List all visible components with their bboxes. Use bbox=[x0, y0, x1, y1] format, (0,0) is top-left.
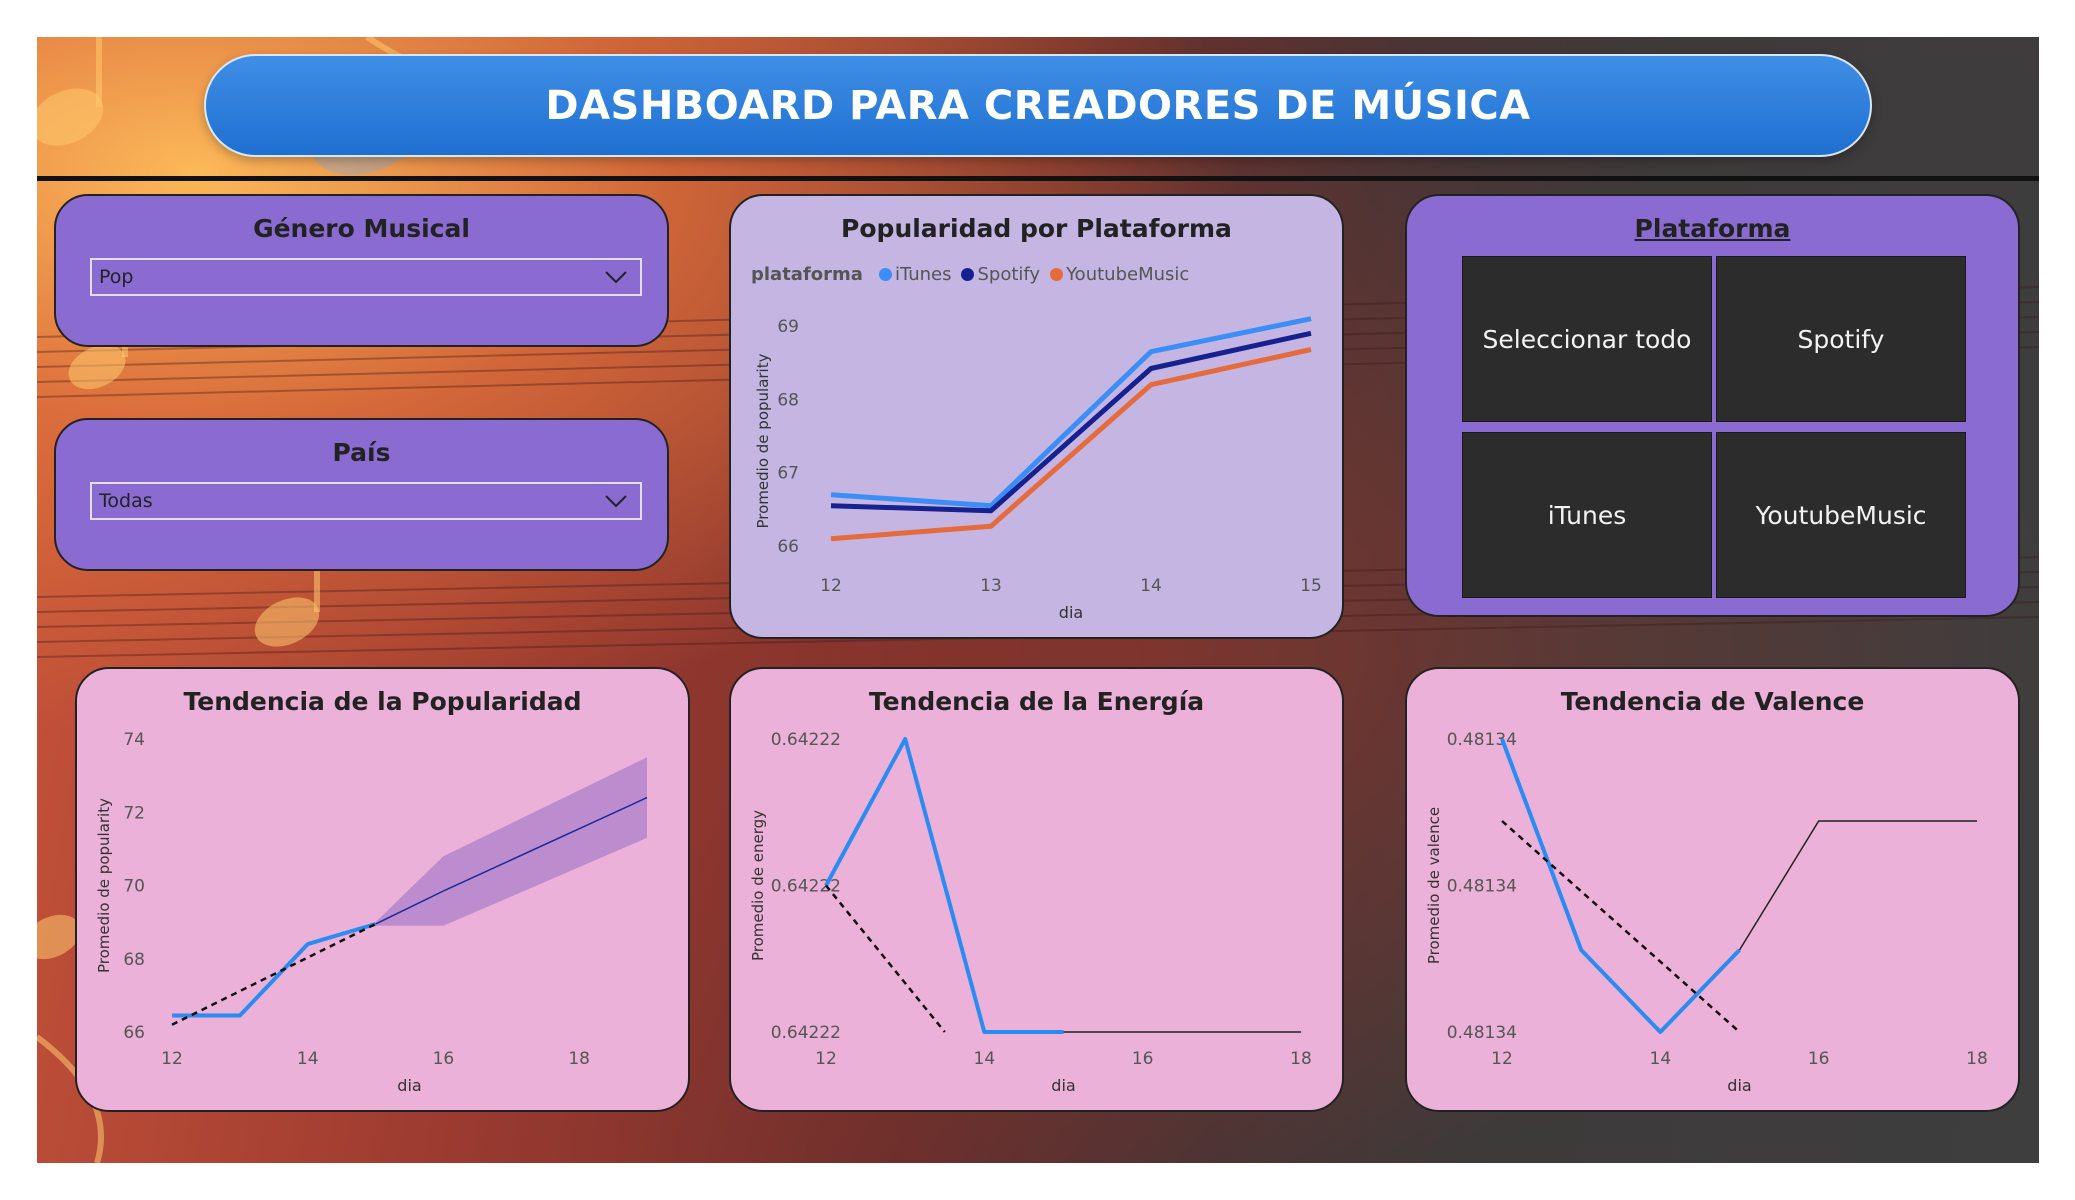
trend-line bbox=[171, 922, 377, 1026]
x-tick-label: 14 bbox=[974, 1049, 996, 1069]
platform-popularity-chart: Popularidad por Plataforma plataforma iT… bbox=[729, 194, 1344, 639]
x-tick-label: 14 bbox=[1140, 576, 1162, 596]
y-tick-label: 72 bbox=[123, 803, 145, 823]
legend-label: Spotify bbox=[977, 264, 1041, 285]
x-axis-label: dia bbox=[1727, 1076, 1751, 1095]
platform-option-spotify[interactable]: Spotify bbox=[1716, 256, 1966, 422]
platform-option-select-all[interactable]: Seleccionar todo bbox=[1462, 256, 1712, 422]
country-slicer-title: País bbox=[332, 438, 391, 467]
series-line-itunes bbox=[830, 316, 1312, 509]
x-tick-label: 15 bbox=[1300, 576, 1322, 596]
y-tick-label: 69 bbox=[777, 317, 799, 337]
legend-item-itunes[interactable]: iTunes bbox=[875, 264, 952, 285]
chart-plot-area: 0.64222 0.64222 0.64222 12 14 16 18 dia Promedio… bbox=[749, 730, 1312, 1095]
x-tick-label: 12 bbox=[820, 576, 842, 596]
platform-option-youtubemusic[interactable]: YoutubeMusic bbox=[1716, 432, 1966, 598]
x-axis-label: dia bbox=[1059, 603, 1083, 622]
energy-trend-chart: Tendencia de la Energía 0.64222 0.64222 0.… bbox=[729, 667, 1344, 1112]
x-axis-label: dia bbox=[1051, 1076, 1075, 1095]
genre-dropdown-value: Pop bbox=[99, 266, 134, 288]
legend-title: plataforma bbox=[751, 264, 863, 285]
series-line-spotify bbox=[830, 330, 1312, 514]
chevron-down-icon bbox=[605, 271, 627, 284]
legend-marker bbox=[961, 268, 975, 281]
y-axis-label: Promedio de energy bbox=[749, 810, 767, 961]
valence-trend-chart: Tendencia de Valence 0.48134 0.48134 0.481… bbox=[1405, 667, 2020, 1112]
series-line bbox=[1500, 738, 1741, 1034]
y-tick-label: 0.48134 bbox=[1447, 1023, 1517, 1043]
x-tick-label: 12 bbox=[161, 1049, 183, 1069]
y-axis-label: Promedio de popularity bbox=[754, 353, 772, 528]
forecast-line bbox=[1738, 820, 1977, 951]
x-tick-label: 18 bbox=[568, 1049, 590, 1069]
trend-line bbox=[825, 884, 946, 1033]
y-tick-label: 0.48134 bbox=[1447, 730, 1517, 750]
chart-plot-area: 66 67 68 69 12 13 14 15 dia Promedio de popularit… bbox=[754, 316, 1322, 622]
chart-title: Tendencia de la Energía bbox=[868, 687, 1205, 716]
series-line bbox=[172, 922, 377, 1018]
chart-title: Tendencia de Valence bbox=[1560, 687, 1865, 716]
legend-item-spotify[interactable]: Spotify bbox=[957, 264, 1040, 285]
x-axis-label: dia bbox=[397, 1076, 421, 1095]
x-tick-label: 18 bbox=[1290, 1049, 1312, 1069]
country-dropdown[interactable]: Todas bbox=[90, 482, 642, 520]
chevron-down-icon bbox=[605, 495, 627, 508]
country-slicer-card: País Todas bbox=[54, 418, 669, 571]
chart-plot-area: 66 68 70 72 74 12 14 16 18 dia Promedio de popular… bbox=[95, 730, 648, 1095]
header-divider bbox=[37, 176, 2039, 181]
chart-plot-area: 0.48134 0.48134 0.48134 12 14 16 18 dia Promedio… bbox=[1425, 730, 1988, 1095]
y-tick-label: 0.48134 bbox=[1447, 877, 1517, 897]
legend-label: YoutubeMusic bbox=[1066, 264, 1190, 285]
y-axis-label: Promedio de popularity bbox=[95, 798, 113, 973]
dashboard-title-bar: DASHBOARD PARA CREADORES DE MÚSICA bbox=[204, 54, 1872, 157]
platform-slicer-card: Plataforma Seleccionar todo Spotify iTun… bbox=[1405, 194, 2020, 617]
y-axis-label: Promedio de valence bbox=[1425, 807, 1443, 964]
x-tick-label: 14 bbox=[297, 1049, 319, 1069]
y-tick-label: 0.64222 bbox=[771, 1023, 841, 1043]
x-tick-label: 16 bbox=[433, 1049, 455, 1069]
y-tick-label: 67 bbox=[777, 464, 799, 484]
forecast-confidence-band bbox=[375, 757, 647, 926]
series-line-youtubemusic bbox=[830, 347, 1312, 542]
chart-legend: plataforma iTunes Spotify YoutubeMusic bbox=[751, 264, 1189, 285]
y-tick-label: 66 bbox=[123, 1023, 145, 1043]
platform-slicer-title: Plataforma bbox=[1634, 214, 1791, 243]
y-tick-label: 0.64222 bbox=[771, 730, 841, 750]
dashboard-canvas: DASHBOARD PARA CREADORES DE MÚSICA Géner… bbox=[37, 37, 2039, 1163]
x-tick-label: 12 bbox=[815, 1049, 837, 1069]
genre-slicer-title: Género Musical bbox=[253, 214, 470, 243]
genre-dropdown[interactable]: Pop bbox=[90, 258, 642, 296]
legend-label: iTunes bbox=[894, 264, 952, 285]
chart-title: Tendencia de la Popularidad bbox=[183, 687, 582, 716]
x-tick-label: 18 bbox=[1966, 1049, 1988, 1069]
y-tick-label: 0.64222 bbox=[771, 877, 841, 897]
x-tick-label: 16 bbox=[1132, 1049, 1154, 1069]
y-tick-label: 68 bbox=[777, 390, 799, 410]
legend-item-youtubemusic[interactable]: YoutubeMusic bbox=[1046, 264, 1189, 285]
legend-marker bbox=[1050, 268, 1064, 281]
legend-marker bbox=[878, 268, 892, 281]
y-tick-label: 70 bbox=[123, 877, 145, 897]
dashboard-title: DASHBOARD PARA CREADORES DE MÚSICA bbox=[545, 82, 1531, 129]
y-tick-label: 68 bbox=[123, 950, 145, 970]
y-tick-label: 74 bbox=[123, 730, 145, 750]
genre-slicer-card: Género Musical Pop bbox=[54, 194, 669, 347]
x-tick-label: 12 bbox=[1491, 1049, 1513, 1069]
forecast-line bbox=[375, 796, 648, 925]
x-tick-label: 16 bbox=[1808, 1049, 1830, 1069]
chart-title: Popularidad por Plataforma bbox=[841, 214, 1232, 243]
x-tick-label: 14 bbox=[1650, 1049, 1672, 1069]
series-line bbox=[824, 737, 1064, 1034]
y-tick-label: 66 bbox=[777, 537, 799, 557]
popularity-trend-chart: Tendencia de la Popularidad 66 68 70 72 74 12… bbox=[75, 667, 690, 1112]
platform-option-itunes[interactable]: iTunes bbox=[1462, 432, 1712, 598]
x-tick-label: 13 bbox=[980, 576, 1002, 596]
country-dropdown-value: Todas bbox=[99, 490, 153, 512]
trend-line bbox=[1501, 820, 1741, 1033]
